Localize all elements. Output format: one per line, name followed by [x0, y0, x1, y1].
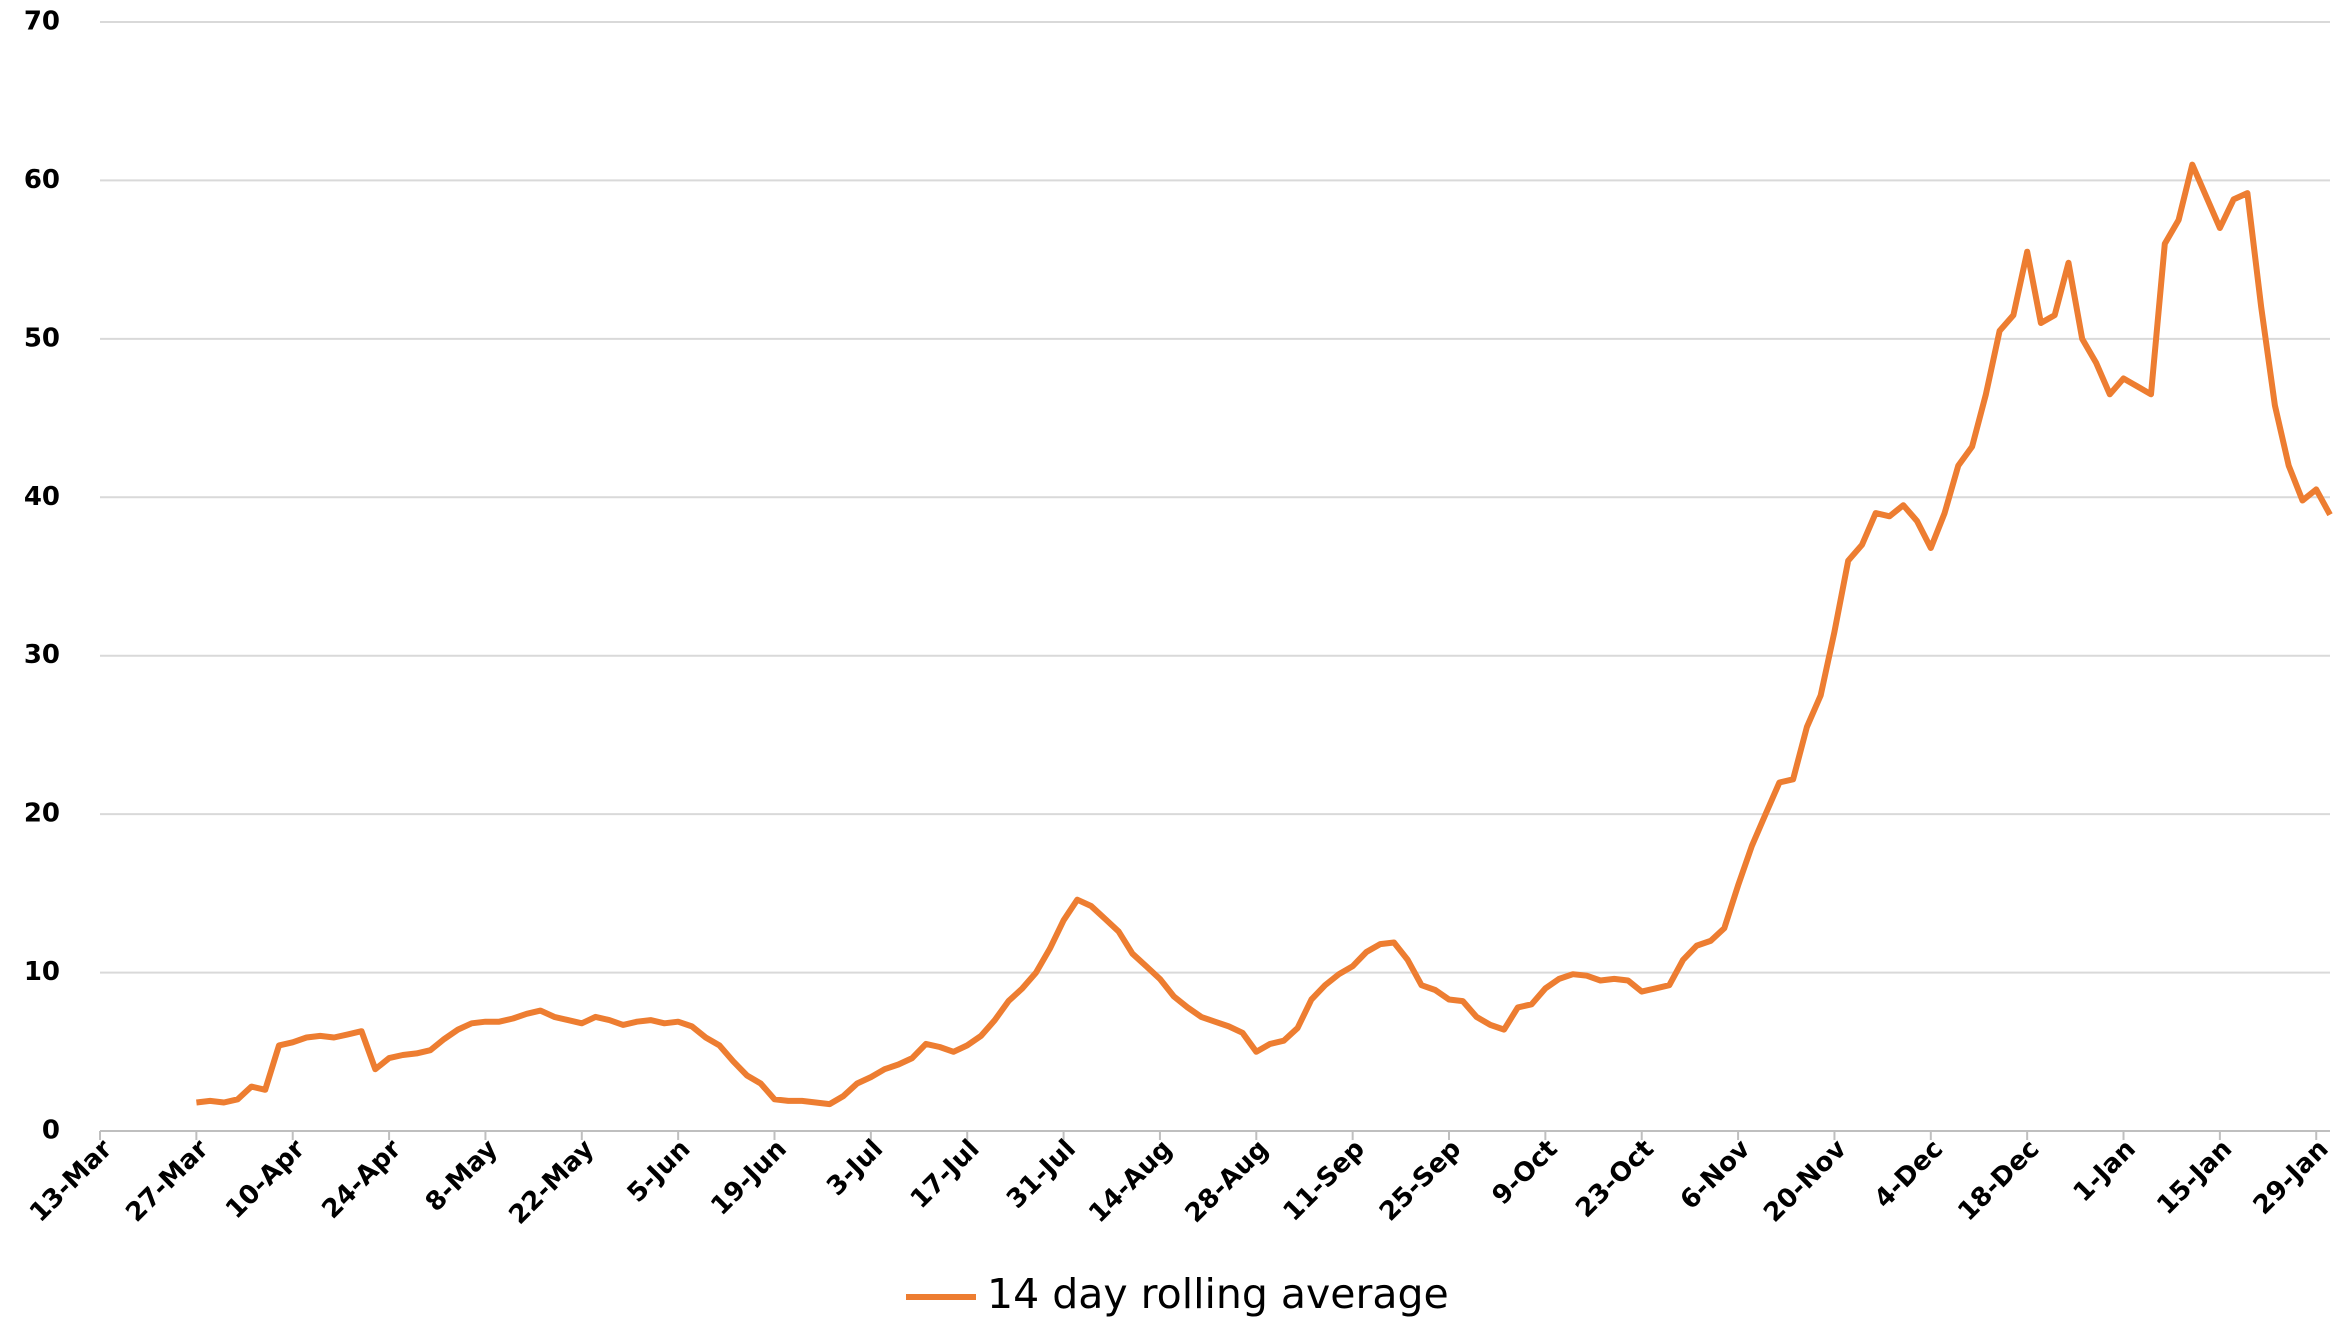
x-tick-label: 5-Jun [622, 1134, 697, 1209]
x-tick-label: 13-Mar [24, 1134, 118, 1228]
x-tick-label: 4-Dec [1869, 1134, 1949, 1214]
x-tick-label: 9-Oct [1487, 1134, 1564, 1211]
y-tick-label: 40 [24, 482, 60, 512]
y-tick-label: 0 [42, 1116, 60, 1146]
y-tick-label: 70 [24, 7, 60, 37]
x-tick-label: 24-Apr [316, 1134, 407, 1225]
x-tick-label: 3-Jul [821, 1134, 889, 1202]
x-tick-label: 1-Jan [2068, 1134, 2142, 1208]
y-tick-label: 20 [24, 799, 60, 829]
x-tick-label: 25-Sep [1374, 1134, 1467, 1227]
y-tick-label: 30 [24, 640, 60, 670]
x-tick-label: 15-Jan [2151, 1134, 2238, 1221]
y-tick-label: 60 [24, 165, 60, 195]
legend-label: 14 day rolling average [987, 1270, 1449, 1318]
x-tick-label: 10-Apr [220, 1134, 311, 1225]
x-tick-label: 18-Dec [1952, 1134, 2045, 1227]
y-tick-label: 50 [24, 323, 60, 353]
x-tick-label: 6-Nov [1675, 1134, 1757, 1216]
x-tick-label: 29-Jan [2248, 1134, 2335, 1221]
x-tick-label: 28-Aug [1180, 1134, 1275, 1229]
x-tick-label: 27-Mar [120, 1134, 214, 1228]
x-tick-label: 23-Oct [1570, 1134, 1660, 1224]
x-tick-label: 20-Nov [1758, 1134, 1852, 1228]
y-tick-label: 10 [24, 957, 60, 987]
x-tick-label: 17-Jul [905, 1134, 986, 1215]
x-tick-label: 31-Jul [1001, 1134, 1082, 1215]
data-line [196, 161, 2333, 1108]
x-tick-label: 19-Jun [705, 1134, 792, 1221]
x-tick-label: 14-Aug [1083, 1134, 1178, 1229]
x-tick-label: 11-Sep [1278, 1134, 1371, 1227]
x-tick-label: 22-May [503, 1134, 600, 1231]
x-tick-label: 8-May [420, 1134, 504, 1218]
